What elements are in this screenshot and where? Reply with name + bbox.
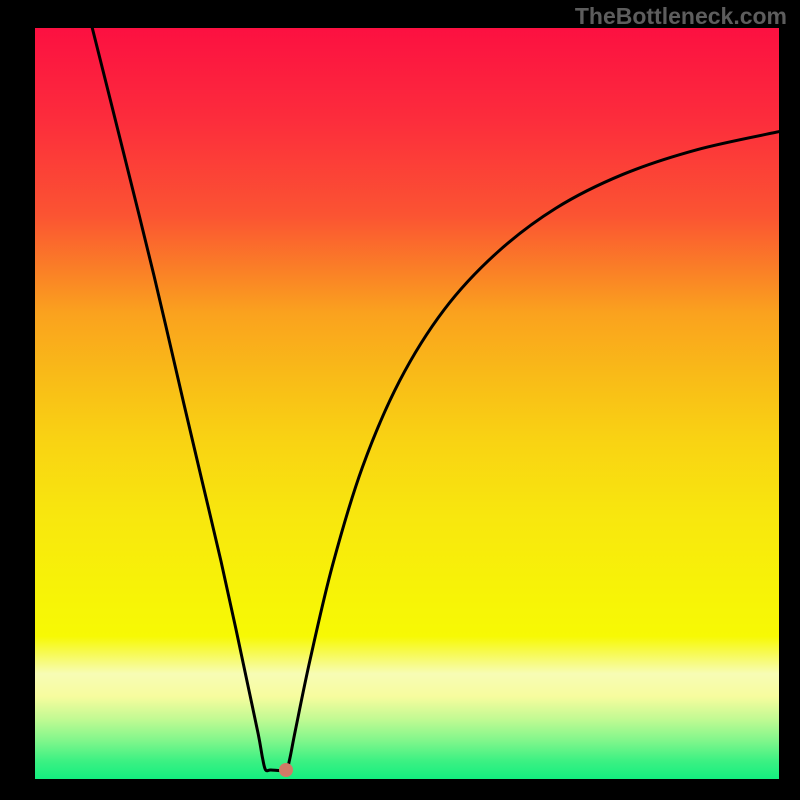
- plot-area: [35, 28, 779, 779]
- chart-frame: TheBottleneck.com: [0, 0, 800, 800]
- optimum-marker: [279, 763, 293, 777]
- watermark-text: TheBottleneck.com: [575, 3, 787, 30]
- curve-path: [92, 28, 779, 771]
- bottleneck-curve: [35, 28, 779, 779]
